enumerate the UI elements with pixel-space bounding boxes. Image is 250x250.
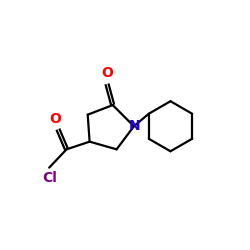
Text: N: N xyxy=(129,119,141,133)
Text: O: O xyxy=(50,112,62,126)
Text: Cl: Cl xyxy=(42,172,57,185)
Text: O: O xyxy=(101,66,113,80)
